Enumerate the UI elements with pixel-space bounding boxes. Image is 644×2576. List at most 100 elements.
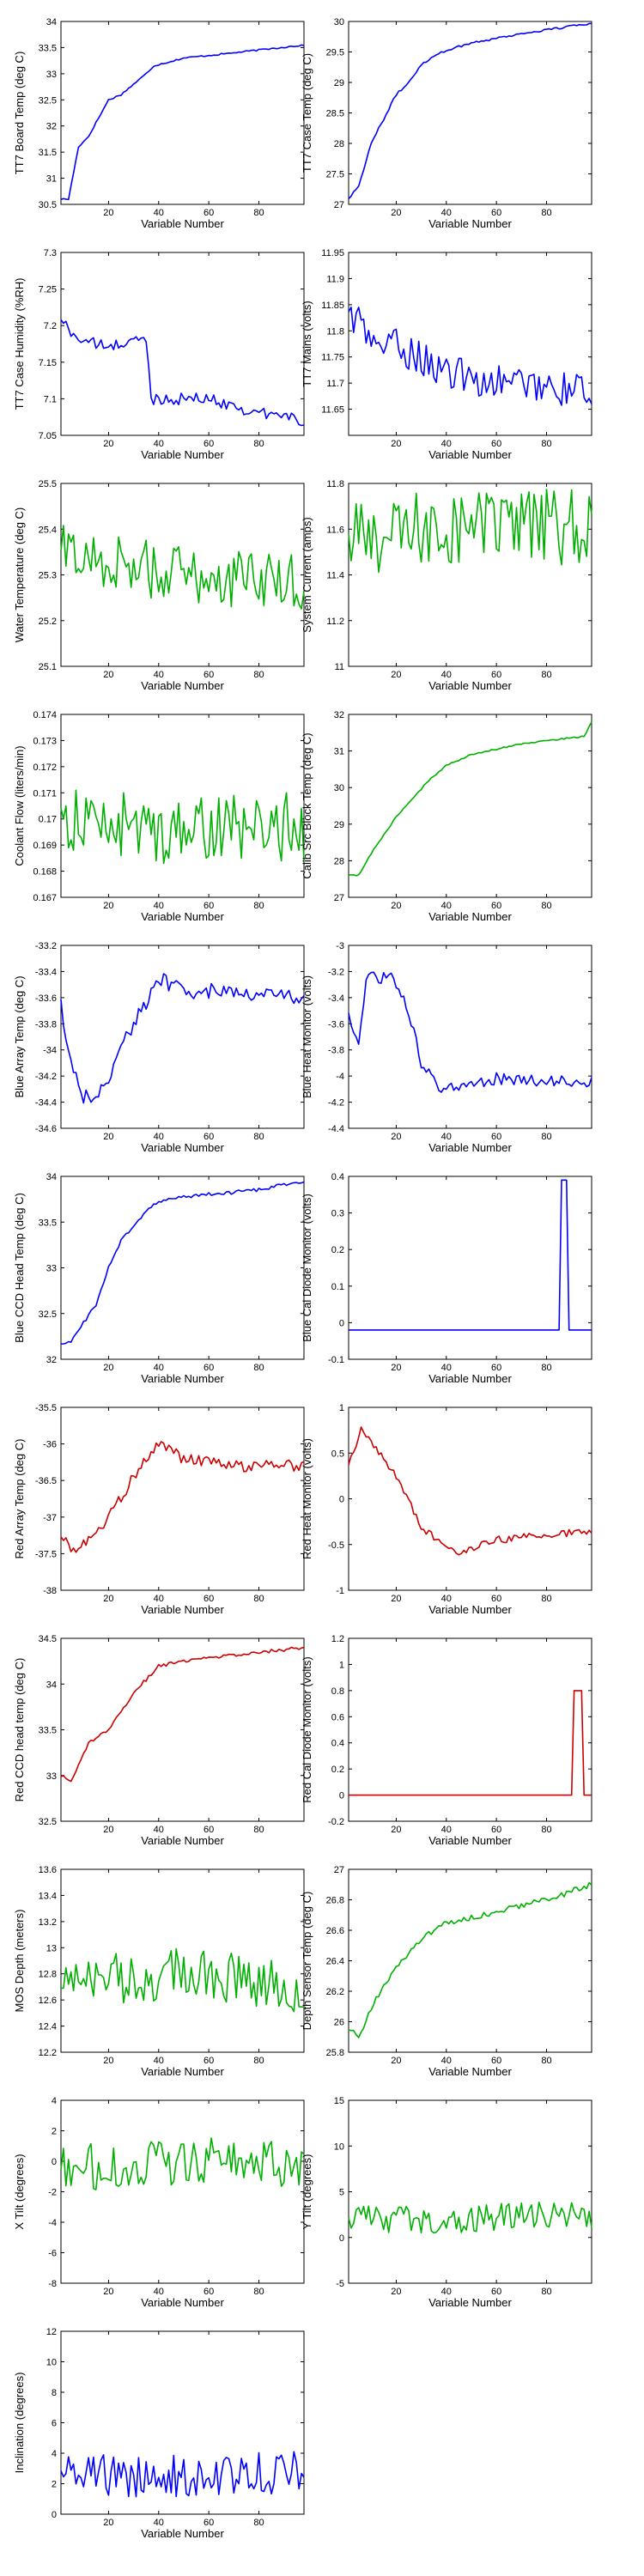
x-tick-label: 80 [541, 439, 551, 449]
plot-frame [60, 1406, 305, 1591]
y-axis-label: TT7 Case Humidity (%RH) [13, 278, 26, 410]
plot-frame [348, 252, 592, 436]
y-tick-label: 10 [46, 2358, 57, 2368]
y-tick-label: -3 [336, 941, 344, 951]
y-axis-label: Red CCD head temp (deg C) [13, 1658, 26, 1802]
y-tick-label: 12.6 [39, 1996, 57, 2006]
y-tick-label: -3.2 [328, 967, 344, 977]
x-tick-label: 80 [541, 2287, 551, 2297]
y-tick-label: 27 [334, 200, 344, 210]
y-tick-label: 4 [52, 2449, 57, 2459]
x-tick-label: 60 [204, 901, 214, 911]
y-tick-label: 11.2 [326, 617, 344, 627]
chart-panel: 0 2 4 6 8 10 12 20 40 60 80 Variable Number Inclinat… [13, 2327, 305, 2540]
plot-frame [60, 1868, 305, 2053]
x-tick-label: 80 [253, 208, 264, 218]
x-tick-label: 20 [103, 1825, 113, 1835]
series-line [60, 1646, 305, 1783]
y-tick-label: -3.6 [328, 1019, 344, 1030]
y-tick-label: 7.05 [39, 431, 57, 441]
x-tick-label: 60 [491, 2056, 501, 2066]
series-line [348, 1426, 592, 1556]
x-tick-label: 40 [154, 2056, 164, 2066]
chart-panel: 25.1 25.2 25.3 25.4 25.5 20 40 60 80 Variable Num… [13, 479, 305, 692]
chart-panel: 25.8 26 26.2 26.4 26.6 26.8 27 20 40 60 80 Variable… [301, 1865, 592, 2078]
series-line [60, 44, 305, 201]
y-tick-label: 31 [334, 747, 344, 757]
y-tick-label: 26.2 [326, 1987, 344, 1997]
y-tick-label: 26.8 [326, 1896, 344, 1906]
y-tick-label: 0.173 [33, 736, 57, 746]
series-line [60, 2137, 305, 2190]
series-line [348, 1881, 592, 2038]
x-tick-label: 40 [154, 670, 164, 680]
y-axis-label: Blue CCD Head Temp (deg C) [13, 1193, 26, 1343]
y-tick-label: -34.2 [35, 1072, 57, 1082]
x-tick-label: 80 [541, 1825, 551, 1835]
y-tick-label: 11.95 [321, 248, 344, 258]
x-tick-label: 20 [103, 1363, 113, 1373]
y-tick-label: -6 [48, 2249, 57, 2259]
x-axis-label: Variable Number [428, 679, 512, 692]
chart-panel: 11 11.2 11.4 11.6 11.8 20 40 60 80 Variable Numbe… [301, 479, 592, 692]
y-tick-label: 7.3 [44, 248, 57, 258]
y-tick-label: -38 [43, 1586, 57, 1596]
x-tick-label: 20 [391, 208, 401, 218]
y-tick-label: 0.1 [331, 1282, 344, 1292]
series-line [60, 2451, 305, 2498]
y-tick-label: 0.8 [331, 1686, 344, 1697]
y-tick-label: 12.4 [39, 2022, 57, 2032]
x-tick-label: 20 [103, 2518, 113, 2528]
y-tick-label: 33.5 [39, 1218, 57, 1228]
series-line [60, 319, 305, 427]
y-tick-label: -33.4 [35, 967, 57, 977]
y-tick-label: 12.8 [39, 1970, 57, 1980]
y-tick-label: 0 [339, 1791, 344, 1801]
plot-frame [60, 714, 305, 898]
y-tick-label: -35.5 [35, 1403, 57, 1413]
y-tick-label: 25.4 [39, 525, 57, 535]
x-tick-label: 60 [491, 1825, 501, 1835]
y-tick-label: 26.6 [326, 1926, 344, 1936]
chart-panel: -5 0 5 10 15 20 40 60 80 Variable Number Y Tilt (d… [301, 2096, 592, 2309]
x-tick-label: 40 [154, 1594, 164, 1604]
y-tick-label: 33 [46, 1771, 57, 1782]
y-tick-label: 7.25 [39, 285, 57, 295]
x-axis-label: Variable Number [428, 910, 512, 923]
series-line [348, 971, 592, 1093]
y-tick-label: 7.15 [39, 358, 57, 368]
x-axis-label: Variable Number [141, 448, 224, 461]
x-axis-label: Variable Number [428, 1603, 512, 1616]
plot-frame [348, 714, 592, 898]
y-tick-label: 30 [334, 783, 344, 793]
chart-panel: 32 32.5 33 33.5 34 20 40 60 80 Variable Number Blu… [13, 1172, 305, 1385]
x-tick-label: 60 [204, 2287, 214, 2297]
x-tick-label: 80 [541, 2056, 551, 2066]
y-tick-label: 7.1 [44, 394, 57, 404]
chart-panel: 7.05 7.1 7.15 7.2 7.25 7.3 20 40 60 80 Variable Nu… [13, 248, 305, 461]
y-axis-label: Calib Src Block Temp (deg C) [301, 732, 313, 878]
x-tick-label: 80 [541, 1594, 551, 1604]
x-tick-label: 80 [253, 1825, 264, 1835]
plot-frame [348, 1406, 592, 1591]
y-axis-label: Red Array Temp (deg C) [13, 1439, 26, 1559]
y-axis-label: System Current (amps) [301, 517, 313, 632]
plot-frame [348, 945, 592, 1129]
y-tick-label: -34 [43, 1046, 57, 1056]
y-tick-label: 34 [46, 1680, 57, 1690]
x-tick-label: 80 [253, 1363, 264, 1373]
y-tick-label: 11.9 [326, 274, 344, 284]
y-tick-label: 12 [46, 2327, 57, 2337]
x-tick-label: 60 [204, 1363, 214, 1373]
chart-panel: 12.2 12.4 12.6 12.8 13 13.2 13.4 13.6 20 40 60 80 Va… [13, 1865, 305, 2078]
chart-panel: -0.2 0 0.2 0.4 0.6 0.8 1 1.2 20 40 60 80 Variable Nu… [301, 1634, 592, 1847]
y-tick-label: 6 [52, 2419, 57, 2429]
x-tick-label: 40 [441, 1132, 452, 1142]
y-tick-label: 1 [339, 1403, 344, 1413]
x-tick-label: 60 [204, 208, 214, 218]
y-tick-label: 4 [52, 2096, 57, 2106]
series-line [348, 721, 592, 877]
chart-panel: 32.5 33 33.5 34 34.5 20 40 60 80 Variable Number R… [13, 1634, 305, 1847]
y-tick-label: -1 [336, 1586, 344, 1596]
x-tick-label: 80 [253, 1594, 264, 1604]
